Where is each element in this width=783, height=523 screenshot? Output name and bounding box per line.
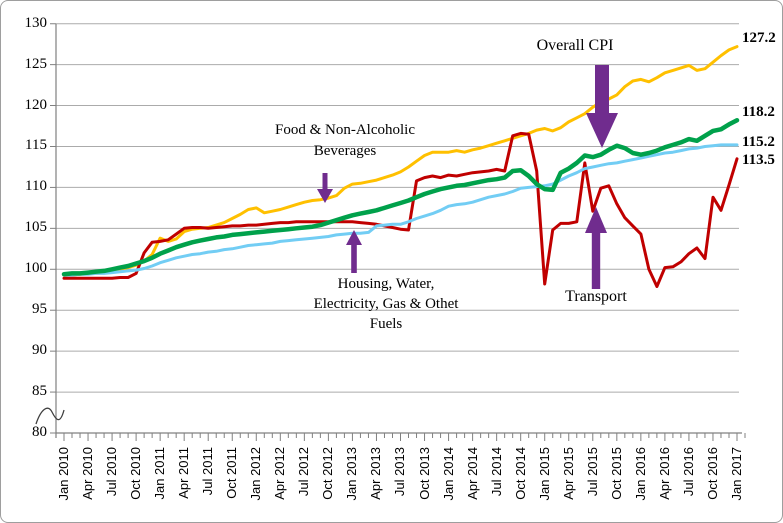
annotation-transport: Transport — [516, 288, 676, 306]
y-axis-label: 120 — [24, 96, 48, 113]
y-axis-label: 100 — [24, 260, 48, 277]
x-axis-label: Oct 2013 — [416, 447, 432, 500]
x-axis-label: Oct 2015 — [608, 447, 624, 500]
x-axis-label: Jan 2013 — [344, 447, 360, 501]
housing-arrow-icon — [346, 230, 362, 273]
transport-arrow-icon — [585, 207, 607, 289]
x-axis-label: Apr 2014 — [464, 447, 480, 500]
annotation-arrows — [317, 65, 618, 289]
series-line-1 — [61, 118, 740, 277]
x-axis-label: Jul 2011 — [200, 447, 216, 496]
x-axis-label: Apr 2016 — [656, 447, 672, 500]
axis-ticks — [50, 23, 746, 441]
x-axis-label: Apr 2010 — [80, 447, 96, 500]
series-line-0 — [62, 45, 739, 277]
y-axis-label: 110 — [25, 178, 47, 195]
x-axis-label: Jan 2011 — [152, 447, 168, 500]
x-axis-label: Jan 2015 — [536, 447, 552, 501]
x-axis-label: Jan 2010 — [56, 447, 71, 501]
x-axis-label: Oct 2014 — [512, 447, 528, 500]
x-axis-label: Jan 2012 — [248, 447, 264, 501]
x-axis-label: Jan 2017 — [728, 447, 744, 501]
annotation-transport-text: Transport — [565, 288, 627, 305]
end-label-food: 118.2 — [742, 104, 775, 120]
y-axis-label: 80 — [32, 424, 47, 440]
x-axis-label: Apr 2012 — [272, 447, 288, 500]
x-axis-label: Jul 2015 — [584, 447, 600, 497]
series-line-2 — [62, 143, 739, 277]
x-axis-label: Oct 2012 — [320, 447, 336, 500]
end-label-overall-cpi: 127.2 — [742, 30, 776, 46]
x-axis-label: Jan 2014 — [440, 447, 456, 501]
x-axis-label: Jan 2016 — [632, 447, 648, 501]
x-axis-label: Oct 2010 — [128, 447, 144, 500]
y-axis-label: 95 — [32, 301, 47, 318]
x-axis-label: Oct 2011 — [224, 447, 240, 499]
end-label-transport: 113.5 — [742, 152, 775, 168]
annotation-housing: Housing, Water, Electricity, Gas & Othet… — [313, 276, 459, 332]
annotation-food: Food & Non-Alcoholic Beverages — [275, 122, 415, 159]
x-axis-label: Jul 2012 — [296, 447, 312, 497]
annotation-overall-cpi: Overall CPI — [495, 37, 655, 55]
overall-cpi-arrow-icon — [586, 65, 618, 148]
x-axis-label: Jul 2016 — [680, 447, 696, 497]
axes — [55, 23, 742, 438]
x-axis-label: Jul 2010 — [104, 447, 120, 497]
x-axis-label: Jul 2014 — [488, 447, 504, 497]
y-axis-label: 90 — [32, 342, 47, 359]
x-axis-label: Oct 2016 — [704, 447, 720, 500]
x-axis-label: Jul 2013 — [392, 447, 408, 497]
y-axis-label: 130 — [24, 14, 48, 31]
y-axis-break-icon — [35, 407, 65, 425]
y-axis-label: 105 — [24, 219, 48, 236]
y-axis-label: 125 — [24, 55, 48, 72]
end-label-housing: 115.2 — [742, 134, 775, 150]
x-axis-label: Apr 2013 — [368, 447, 384, 500]
annotation-overall-cpi-text: Overall CPI — [536, 37, 614, 54]
data-series — [61, 45, 740, 288]
food-arrow-icon — [317, 173, 333, 203]
y-axis-label: 115 — [25, 137, 47, 154]
y-axis-label: 85 — [32, 383, 47, 400]
series-line-3 — [62, 131, 739, 288]
x-axis-label: Apr 2015 — [560, 447, 576, 500]
x-axis-label: Apr 2011 — [176, 447, 192, 499]
